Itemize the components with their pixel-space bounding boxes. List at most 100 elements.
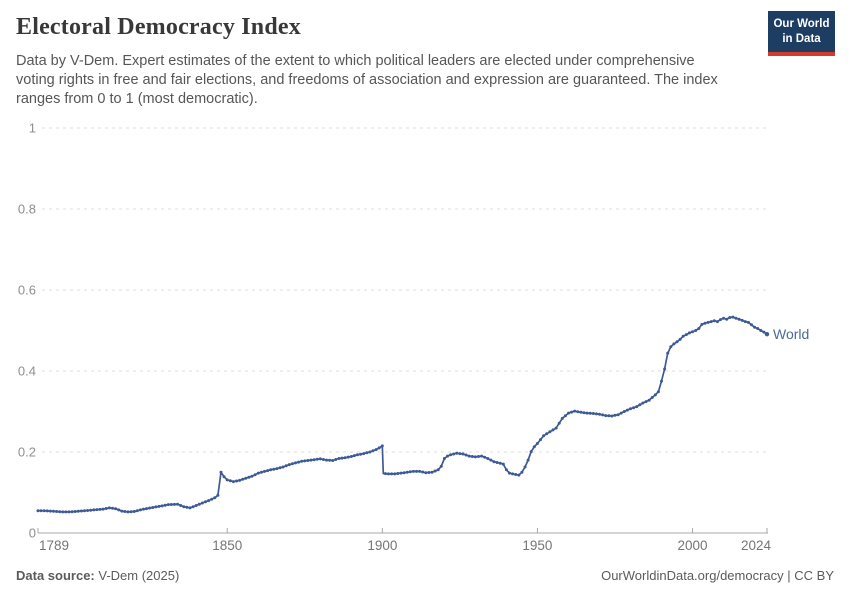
- world-series-point: [250, 474, 254, 478]
- world-series-point: [228, 479, 232, 483]
- license-text: | CC BY: [783, 568, 834, 583]
- world-series-point: [526, 458, 530, 462]
- world-series-point: [542, 434, 546, 438]
- world-series-point: [411, 469, 415, 473]
- world-series-point: [185, 505, 189, 509]
- world-series-point: [421, 470, 425, 474]
- world-series-point: [132, 510, 136, 513]
- owid-logo[interactable]: Our World in Data: [768, 11, 835, 56]
- world-series-point: [231, 480, 235, 484]
- world-series-point: [486, 457, 490, 460]
- world-series-point: [188, 506, 192, 510]
- world-series-point: [145, 507, 149, 511]
- world-series-point: [436, 468, 440, 472]
- world-series-point: [138, 508, 142, 512]
- world-series-point: [129, 510, 133, 514]
- world-series-point: [656, 390, 660, 394]
- world-series-point: [666, 351, 670, 355]
- world-series-point: [582, 411, 586, 415]
- world-series-point: [576, 410, 580, 414]
- world-series-point: [647, 398, 651, 402]
- world-series-point: [607, 414, 611, 418]
- world-series-point: [318, 457, 322, 461]
- world-series-point: [467, 454, 471, 458]
- world-series-point: [489, 458, 493, 462]
- world-series-point: [160, 504, 164, 508]
- x-axis-label-1789: 1789: [39, 538, 69, 553]
- world-series-point: [452, 452, 456, 456]
- world-series-point: [756, 327, 760, 330]
- world-series-point: [334, 458, 338, 461]
- y-axis-label-0.4: 0.4: [18, 364, 36, 379]
- world-series-point: [104, 507, 108, 510]
- world-series-point: [173, 502, 176, 506]
- world-series-point: [278, 466, 282, 470]
- world-series-point: [734, 316, 738, 320]
- world-series-point: [464, 453, 468, 457]
- world-series-point: [681, 334, 685, 338]
- world-series-point: [73, 510, 77, 513]
- world-series-point: [244, 476, 248, 480]
- world-series-point: [281, 465, 285, 469]
- world-series-point: [588, 411, 592, 415]
- world-series-point: [222, 475, 226, 479]
- world-series-point: [762, 330, 766, 334]
- subtitle-line: voting rights in free and fair elections…: [16, 72, 718, 88]
- world-series-point: [653, 393, 657, 397]
- world-series-point: [151, 506, 155, 509]
- world-series-point: [746, 320, 750, 324]
- world-series-point: [343, 456, 347, 460]
- world-series-point: [511, 472, 515, 476]
- subtitle-line: ranges from 0 to 1 (most democratic).: [16, 91, 258, 107]
- owid-url-link[interactable]: OurWorldinData.org/democracy: [601, 568, 784, 583]
- world-series-point: [446, 454, 449, 458]
- world-series-point: [306, 459, 310, 462]
- x-axis-label-1900: 1900: [367, 538, 397, 553]
- world-series-point: [287, 463, 291, 467]
- world-series-point: [107, 506, 111, 510]
- world-series-point: [269, 468, 273, 472]
- x-axis-label-2024: 2024: [741, 538, 772, 553]
- world-series-point: [67, 510, 71, 514]
- world-series-point: [368, 450, 372, 454]
- world-series-point: [98, 507, 102, 511]
- world-series-point: [753, 325, 757, 329]
- world-series-point: [225, 478, 229, 482]
- world-series-point: [508, 471, 511, 475]
- y-axis-label-0.8: 0.8: [18, 202, 36, 217]
- world-series-point: [256, 471, 260, 475]
- world-series-point: [238, 478, 242, 482]
- world-series-point: [610, 414, 614, 418]
- world-series-point: [523, 465, 527, 469]
- world-series-point: [684, 333, 688, 337]
- world-series-point: [594, 412, 598, 416]
- world-series-point: [703, 321, 707, 325]
- world-series-point: [498, 461, 502, 465]
- series-label-world: World: [773, 326, 809, 342]
- world-series-point: [396, 472, 400, 475]
- world-series-point: [641, 401, 645, 405]
- world-series-point: [712, 319, 716, 323]
- world-series-point: [635, 405, 639, 409]
- world-series-point: [663, 367, 667, 371]
- world-series-point: [200, 501, 204, 505]
- world-series-point: [483, 455, 487, 459]
- world-series-point: [148, 506, 152, 510]
- world-series-point: [399, 471, 403, 475]
- world-series-point: [514, 473, 518, 476]
- world-series-point: [349, 455, 353, 458]
- world-series-point: [495, 461, 499, 464]
- world-series-point: [70, 510, 74, 514]
- world-series-point: [430, 470, 434, 474]
- world-series-point: [114, 507, 118, 511]
- world-series-point: [449, 453, 453, 457]
- world-series-end-marker: [764, 331, 770, 337]
- chart-subtitle: Data by V-Dem. Expert estimates of the e…: [16, 52, 718, 109]
- world-series-point: [253, 473, 257, 477]
- world-series-point: [560, 416, 564, 420]
- world-series-point: [629, 407, 632, 411]
- world-series-point: [650, 396, 654, 399]
- world-series-point: [706, 320, 710, 324]
- world-series-point: [166, 503, 170, 507]
- world-series-point: [669, 345, 673, 349]
